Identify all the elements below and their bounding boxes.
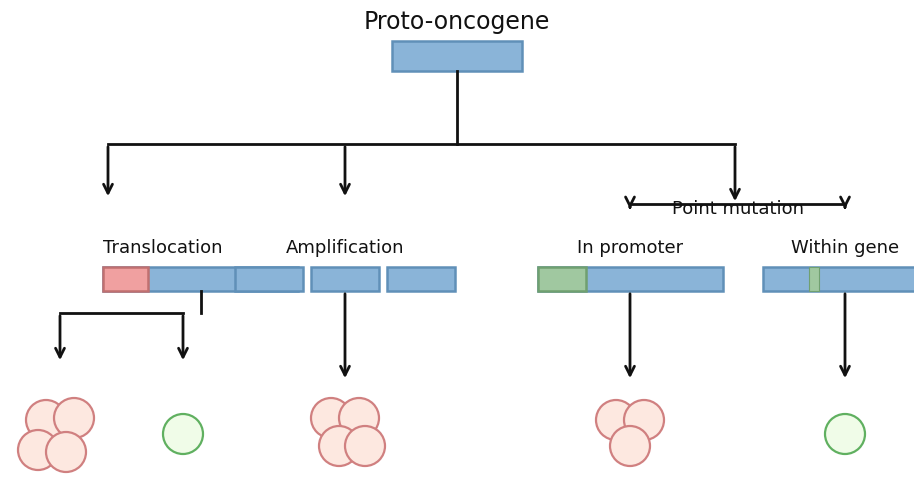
Circle shape bbox=[319, 426, 359, 466]
Bar bbox=[809, 268, 819, 291]
Bar bbox=[537, 268, 586, 291]
Circle shape bbox=[610, 426, 650, 466]
Circle shape bbox=[624, 400, 664, 440]
Circle shape bbox=[54, 398, 94, 438]
Bar bbox=[311, 268, 379, 291]
Circle shape bbox=[163, 414, 203, 454]
Text: Proto-oncogene: Proto-oncogene bbox=[364, 10, 550, 34]
Bar bbox=[103, 268, 148, 291]
Bar bbox=[762, 268, 914, 291]
Bar bbox=[537, 268, 722, 291]
Circle shape bbox=[311, 398, 351, 438]
Circle shape bbox=[26, 400, 66, 440]
Circle shape bbox=[345, 426, 385, 466]
Text: Translocation: Translocation bbox=[103, 239, 222, 257]
Text: Amplification: Amplification bbox=[286, 239, 404, 257]
Circle shape bbox=[825, 414, 865, 454]
Circle shape bbox=[596, 400, 636, 440]
Circle shape bbox=[339, 398, 379, 438]
Circle shape bbox=[18, 430, 58, 470]
Text: In promoter: In promoter bbox=[577, 239, 683, 257]
Text: Point mutation: Point mutation bbox=[672, 199, 803, 217]
Bar bbox=[103, 268, 298, 291]
Bar bbox=[392, 42, 522, 72]
Circle shape bbox=[46, 432, 86, 472]
Bar bbox=[235, 268, 303, 291]
Text: Within gene: Within gene bbox=[791, 239, 899, 257]
Bar bbox=[387, 268, 455, 291]
